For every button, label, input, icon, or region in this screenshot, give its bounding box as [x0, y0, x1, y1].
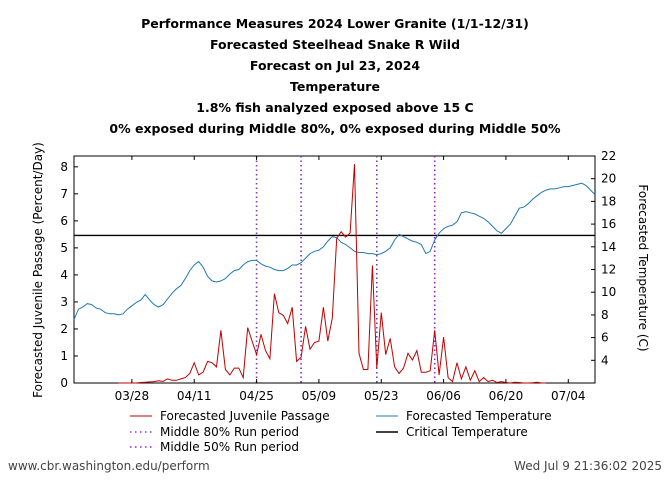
legend-label-2: Forecasted Temperature	[406, 409, 552, 423]
legend-label-5: Middle 50% Run period	[160, 440, 299, 454]
title-line-6: 0% exposed during Middle 80%, 0% exposed…	[109, 121, 561, 136]
title-line-5: 1.8% fish analyzed exposed above 15 C	[196, 100, 473, 115]
y-axis-label: Forecasted Juvenile Passage (Percent/Day…	[31, 142, 45, 398]
y2-tick-label: 22	[601, 149, 616, 163]
y-axis-left: 0 1 2 3 4 5 6 7 8	[60, 160, 78, 390]
x-tick-label: 03/28	[115, 389, 150, 403]
y-tick-label: 1	[60, 349, 68, 363]
passage-layer	[118, 164, 546, 384]
temperature-layer	[73, 182, 596, 320]
temperature-series-line	[73, 182, 596, 320]
plot-area	[73, 155, 596, 384]
y2-tick-label: 8	[601, 308, 609, 322]
y2-tick-label: 18	[601, 194, 616, 208]
y2-tick-label: 20	[601, 172, 616, 186]
y2-tick-label: 4	[601, 353, 609, 367]
y-tick-label: 6	[60, 214, 68, 228]
x-tick-label: 04/11	[177, 389, 212, 403]
x-tick-label: 04/25	[239, 389, 274, 403]
legend: Forecasted Juvenile Passage Forecasted Te…	[130, 409, 552, 454]
chart-title-block: Performance Measures 2024 Lower Granite …	[109, 16, 561, 136]
legend-label-4: Critical Temperature	[406, 425, 528, 439]
legend-label-3: Middle 80% Run period	[160, 425, 299, 439]
y2-tick-label: 10	[601, 285, 616, 299]
title-line-2: Forecasted Steelhead Snake R Wild	[210, 37, 460, 52]
legend-label-1: Forecasted Juvenile Passage	[160, 409, 330, 423]
title-line-1: Performance Measures 2024 Lower Granite …	[141, 16, 529, 31]
y2-tick-label: 14	[601, 240, 616, 254]
y-tick-label: 8	[60, 160, 68, 174]
run-periods	[255, 156, 436, 383]
passage-series-line	[118, 164, 546, 384]
x-tick-label: 06/20	[489, 389, 524, 403]
y-axis-right: 4 6 8 10 12 14 16 18 20 22	[591, 149, 616, 367]
footer-timestamp: Wed Jul 9 21:36:02 2025	[514, 459, 662, 473]
x-tick-label: 06/06	[426, 389, 461, 403]
y2-tick-label: 16	[601, 217, 616, 231]
y2-axis-label: Forecasted Temperature (C)	[636, 184, 650, 351]
y-tick-label: 3	[60, 295, 68, 309]
x-axis: 03/28 04/11 04/25 05/09 05/23 06/06 06/20 07/04	[115, 156, 586, 403]
y-tick-label: 0	[60, 376, 68, 390]
y2-tick-label: 12	[601, 263, 616, 277]
y-tick-label: 4	[60, 268, 68, 282]
x-tick-label: 05/09	[302, 389, 337, 403]
y-tick-label: 5	[60, 241, 68, 255]
title-line-4: Temperature	[290, 79, 380, 94]
y2-tick-label: 6	[601, 331, 609, 345]
title-line-3: Forecast on Jul 23, 2024	[250, 58, 420, 73]
x-tick-label: 05/23	[364, 389, 399, 403]
y-tick-label: 2	[60, 322, 68, 336]
footer-url[interactable]: www.cbr.washington.edu/perform	[8, 459, 210, 473]
y-tick-label: 7	[60, 187, 68, 201]
x-tick-label: 07/04	[551, 389, 586, 403]
